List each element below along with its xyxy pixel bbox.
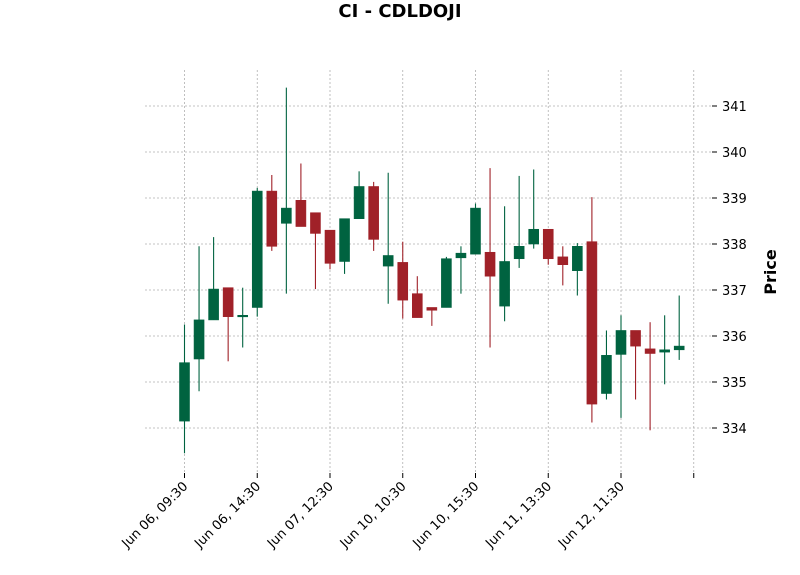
candle-body (222, 287, 234, 317)
grid (145, 70, 712, 473)
y-tick-label: 339 (722, 192, 747, 207)
candle-down (310, 212, 321, 290)
candle-down (222, 287, 234, 362)
candle-up (237, 287, 248, 348)
x-tick-label: Jun 11, 13:30 (482, 479, 555, 552)
x-tick-label: Jun 10, 10:30 (337, 479, 410, 552)
y-tick-label: 335 (722, 376, 747, 391)
candle-down (426, 307, 438, 326)
candle-body (339, 218, 350, 262)
candle-body (673, 345, 685, 351)
candle-body (397, 262, 409, 301)
candle-up (499, 206, 510, 322)
candle-down (266, 175, 278, 251)
candle-body (193, 319, 205, 360)
candle-down (368, 181, 379, 251)
candle-body (179, 362, 190, 422)
candle-body (324, 229, 336, 264)
candle-up (528, 169, 540, 249)
candle-body (208, 288, 219, 321)
chart-title: CI - CDLDOJI (338, 1, 461, 22)
x-axis: Jun 06, 09:30 Jun 06, 14:30 Jun 07, 12:30 J… (119, 473, 695, 552)
candle-body (411, 293, 423, 318)
candle-body (659, 349, 670, 353)
candle-body (470, 207, 481, 255)
candle-body (586, 241, 598, 405)
candle-up (572, 243, 583, 296)
candle-up (441, 256, 452, 308)
candle-body (310, 212, 321, 234)
candle-body (542, 228, 554, 260)
candle-down (644, 322, 656, 431)
x-tick-label: Jun 12, 11:30 (555, 479, 628, 552)
candle-body (484, 251, 496, 277)
candle-body (557, 256, 569, 266)
candle-down (484, 168, 496, 348)
candle-body (251, 190, 263, 308)
candle-up (615, 315, 627, 418)
y-tick-label: 338 (722, 238, 747, 253)
x-tick-label: Jun 06, 09:30 (119, 479, 192, 552)
candle-body (572, 246, 583, 271)
candle-body (615, 330, 627, 355)
candle-body (266, 190, 278, 247)
candle-up (455, 246, 467, 294)
candle-body (455, 252, 467, 259)
y-tick-label: 334 (722, 422, 747, 437)
y-axis: 334 335 336 337 338 339 340 341 (712, 100, 747, 437)
y-tick-label: 337 (722, 284, 747, 299)
candle-body (513, 246, 525, 260)
candle-body (630, 330, 641, 347)
x-tick-label: Jun 10, 15:30 (410, 479, 483, 552)
y-tick-label: 341 (722, 100, 747, 115)
candle-down (630, 330, 641, 400)
candle-up (193, 246, 205, 392)
y-tick-label: 336 (722, 330, 747, 345)
candle-body (441, 258, 452, 308)
candle-up (470, 203, 481, 255)
candle-body (644, 348, 656, 354)
x-tick-label: Jun 07, 12:30 (264, 479, 337, 552)
candle-body (499, 261, 510, 307)
candle-up (601, 330, 612, 400)
candle-up (382, 172, 394, 304)
candle-up (208, 237, 219, 321)
candle-up (353, 171, 365, 220)
candle-body (368, 186, 379, 240)
candle-up (513, 175, 525, 268)
candle-body (295, 200, 307, 227)
candle-up (281, 87, 292, 294)
candle-up (673, 295, 685, 360)
candle-down (324, 229, 336, 270)
candle-body (382, 255, 394, 267)
candle-up (339, 218, 350, 274)
y-axis-label: Price (761, 249, 780, 295)
x-tick-label: Jun 06, 14:30 (191, 479, 264, 552)
candle-down (557, 246, 569, 286)
candle-up (659, 315, 670, 385)
y-tick-label: 340 (722, 146, 747, 161)
candle-body (426, 307, 438, 311)
candle-down (411, 276, 423, 318)
candle-down (586, 197, 598, 423)
candle-up (179, 324, 190, 454)
candles (179, 87, 685, 454)
candle-down (295, 163, 307, 227)
candle-body (353, 186, 365, 220)
candle-down (397, 241, 409, 319)
candle-body (281, 207, 292, 224)
candle-up (251, 187, 263, 317)
candle-down (542, 228, 554, 265)
candle-body (601, 355, 612, 394)
candle-body (237, 314, 248, 318)
candle-body (528, 228, 540, 245)
